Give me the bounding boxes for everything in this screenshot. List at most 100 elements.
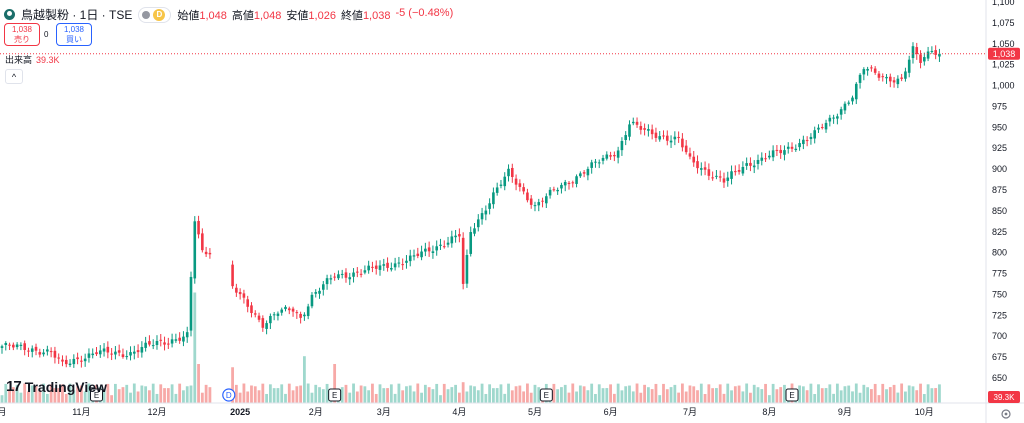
candle-body bbox=[374, 265, 378, 269]
symbol-title[interactable]: 鳥越製粉 · 1日 · TSE bbox=[21, 8, 133, 22]
volume-bar bbox=[888, 387, 892, 403]
candle-body bbox=[257, 315, 261, 320]
volume-bar bbox=[609, 384, 612, 403]
volume-bar bbox=[919, 383, 922, 403]
event-marker[interactable]: E bbox=[328, 388, 342, 402]
candle-body bbox=[235, 287, 238, 293]
candle-body bbox=[662, 135, 665, 137]
volume-bar bbox=[454, 384, 457, 403]
volume-bar bbox=[533, 384, 537, 403]
volume-bar bbox=[280, 384, 284, 403]
tradingview-watermark[interactable]: 17 TradingView bbox=[6, 378, 107, 395]
candle-body bbox=[877, 73, 881, 78]
price-tick-label: 750 bbox=[992, 289, 1007, 299]
volume-bar bbox=[61, 384, 64, 403]
candle-body bbox=[12, 344, 15, 348]
candle-body bbox=[461, 237, 465, 284]
volume-bar bbox=[885, 389, 888, 403]
volume-bar bbox=[439, 395, 442, 403]
volume-bar bbox=[669, 387, 673, 403]
candle-body bbox=[242, 293, 246, 298]
volume-bar bbox=[764, 383, 767, 403]
svg-text:1,038: 1,038 bbox=[993, 49, 1016, 59]
candle-body bbox=[703, 167, 707, 170]
candle-body bbox=[405, 260, 408, 263]
volume-bar bbox=[699, 383, 703, 403]
time-tick-label: 3月 bbox=[377, 407, 391, 417]
candle-body bbox=[802, 139, 805, 145]
candle-body bbox=[435, 246, 438, 251]
last-price-tag: 1,038 bbox=[988, 47, 1020, 60]
volume-bar bbox=[469, 385, 473, 403]
buy-button[interactable]: 1,038 買い bbox=[56, 23, 92, 46]
volume-bar bbox=[117, 389, 121, 403]
volume-bar bbox=[873, 383, 877, 403]
candle-body bbox=[711, 177, 714, 179]
volume-bar bbox=[125, 384, 129, 403]
candle-body bbox=[533, 205, 537, 207]
candle-body bbox=[416, 253, 420, 256]
volume-bar bbox=[420, 392, 423, 403]
candle-body bbox=[378, 265, 382, 270]
volume-bar bbox=[299, 385, 303, 403]
event-marker[interactable]: E bbox=[785, 388, 799, 402]
candle-body bbox=[911, 46, 915, 59]
event-marker[interactable]: E bbox=[90, 388, 103, 402]
event-marker[interactable]: E bbox=[539, 388, 553, 402]
volume-bar bbox=[246, 391, 250, 403]
candle-body bbox=[820, 127, 824, 129]
volume-bar bbox=[597, 384, 601, 403]
candle-body bbox=[858, 74, 862, 83]
collapse-legend-button[interactable]: ^ bbox=[5, 69, 23, 84]
candle-body bbox=[938, 53, 941, 57]
sell-button[interactable]: 1,038 売り bbox=[4, 23, 40, 46]
volume-bar bbox=[30, 385, 34, 403]
volume-legend: 出来高 39.3K bbox=[5, 53, 60, 66]
volume-bar bbox=[571, 383, 575, 403]
volume-bar bbox=[276, 388, 280, 403]
candle-body bbox=[61, 359, 64, 362]
candle-body bbox=[889, 76, 892, 82]
candle-body bbox=[359, 273, 363, 275]
event-marker[interactable]: D bbox=[222, 388, 236, 402]
volume-bar bbox=[423, 384, 427, 403]
volume-bar bbox=[412, 391, 416, 403]
candle-body bbox=[507, 168, 510, 177]
volume-bar bbox=[930, 388, 934, 403]
volume-bar bbox=[401, 390, 405, 403]
candle-body bbox=[424, 248, 427, 252]
time-tick-label: 7月 bbox=[683, 407, 697, 417]
volume-bar bbox=[488, 384, 492, 403]
volume-bar bbox=[892, 384, 896, 403]
volume-bar bbox=[140, 385, 144, 403]
volume-bar bbox=[284, 393, 287, 403]
candle-body bbox=[624, 135, 627, 140]
volume-bar bbox=[200, 392, 204, 403]
volume-bar bbox=[45, 393, 49, 403]
candle-body bbox=[185, 332, 189, 338]
candle-body bbox=[250, 305, 253, 314]
market-status-pill[interactable]: D bbox=[138, 6, 172, 23]
volume-bar bbox=[858, 392, 862, 403]
svg-text:E: E bbox=[94, 391, 99, 400]
candle-body bbox=[499, 184, 503, 186]
volume-bar bbox=[23, 383, 27, 403]
candle-body bbox=[545, 196, 548, 204]
candle-body bbox=[734, 171, 737, 173]
volume-bar bbox=[745, 383, 749, 403]
settings-gear-icon[interactable] bbox=[1001, 409, 1011, 419]
volume-bar bbox=[737, 385, 741, 403]
volume-bar bbox=[129, 392, 132, 403]
volume-value: 39.3K bbox=[36, 55, 60, 65]
candle-body bbox=[140, 347, 144, 353]
volume-bar bbox=[798, 385, 801, 403]
close-label: 終値 bbox=[340, 9, 363, 22]
candle-body bbox=[563, 181, 567, 186]
candle-body bbox=[189, 276, 193, 331]
candle-body bbox=[934, 50, 937, 55]
candle-body bbox=[148, 341, 151, 345]
candle-body bbox=[930, 50, 934, 52]
candle-body bbox=[133, 351, 136, 354]
candle-body bbox=[106, 346, 110, 353]
